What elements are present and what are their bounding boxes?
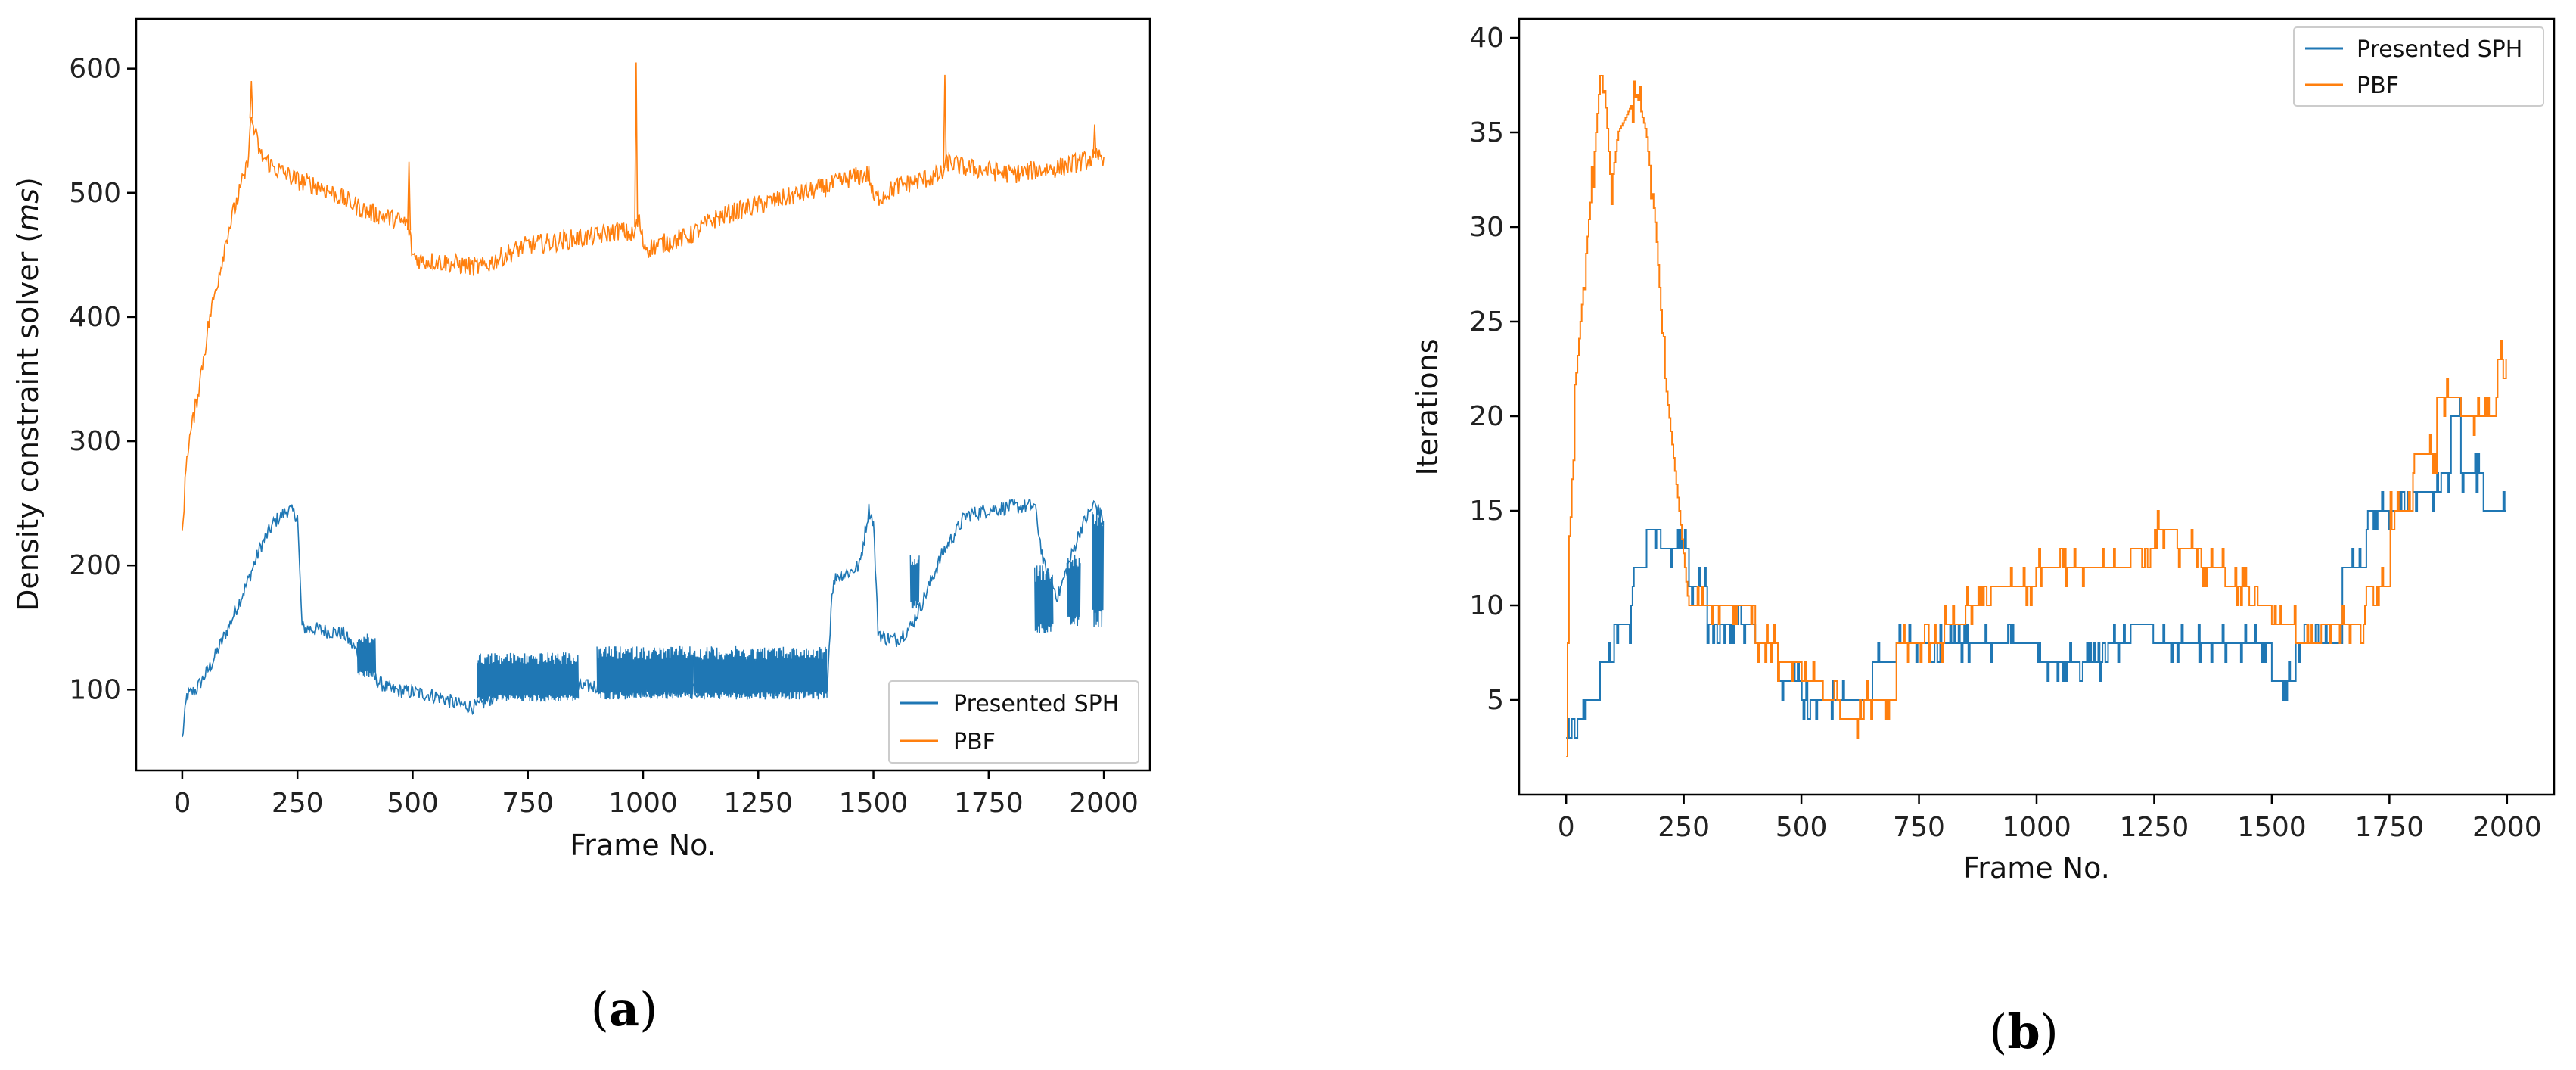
chart-panel-a: 0 250 500 750 1000 1250 1500 1750 2000 100 200 300… [11,17,1151,1037]
chart-a-ytick-label: 100 [69,674,121,705]
chart-a-spike-pbf [634,62,639,227]
chart-a-spike-pbf [406,161,412,231]
chart-a-legend-box [888,680,1139,764]
chart-a-ytick-label: 400 [69,302,121,333]
chart-b-xtick-label: 1000 [2002,812,2071,843]
chart-b-plot-frame [1518,17,2556,796]
chart-b-legend-label-pbf: PBF [2357,73,2399,99]
chart-a-ytick-label: 500 [69,178,121,209]
chart-a-band-sph [1066,555,1081,627]
chart-a-xtick-label: 0 [173,788,191,819]
chart-a-caption: (a) [591,981,658,1037]
chart-a-band-sph [477,652,580,702]
chart-b-line-sph [1566,397,2506,739]
chart-a-ylabel: Density constraint solver (ms) [11,177,45,611]
chart-a-band-sph [693,645,828,700]
chart-a-xtick-label: 1500 [839,788,909,819]
chart-b-xlabel: Frame No. [1963,851,2110,885]
chart-b-ytick-label: 15 [1469,496,1504,527]
chart-a-spike-pbf [249,81,253,119]
chart-a-xlabel: Frame No. [570,829,716,862]
chart-b-ytick-label: 10 [1469,590,1504,621]
chart-a-xtick-label: 1250 [723,788,793,819]
chart-b-line-pbf [1566,75,2507,757]
chart-b-xtick-label: 250 [1658,812,1710,843]
chart-a-band-sph [1092,506,1105,627]
chart-a-band-sph [356,633,377,677]
chart-a-xtick-label: 1750 [954,788,1024,819]
chart-b-legend: Presented SPH PBF [2293,26,2544,107]
chart-b-ytick-label: 35 [1469,117,1504,148]
chart-panel-b: 0 250 500 750 1000 1250 1500 1750 2000 5 10 15 20 25… [1411,17,2556,1059]
chart-a-xtick-label: 500 [387,788,439,819]
chart-a-xtick-label: 750 [502,788,554,819]
chart-b-xtick-label: 0 [1558,812,1575,843]
chart-b-legend-box [2293,26,2544,107]
chart-a-band-sph [1034,565,1054,634]
chart-b-ytick-label: 20 [1469,401,1504,432]
chart-a-band-sph [909,555,920,609]
chart-a-legend-label-sph: Presented SPH [953,691,1119,717]
chart-a-xtick-label: 2000 [1069,788,1139,819]
chart-a-ytick-label: 600 [69,54,121,85]
chart-a-spike-pbf [943,74,947,168]
chart-b-ytick-label: 5 [1487,685,1504,716]
chart-b-legend-label-sph: Presented SPH [2357,36,2522,63]
chart-a-ytick-label: 200 [69,550,121,581]
chart-b-xtick-label: 1750 [2355,812,2425,843]
chart-a-line-pbf [182,117,1105,531]
chart-b-series-pbf [1566,75,2507,757]
chart-b-ytick-label: 30 [1469,212,1504,243]
chart-a-series-sph [182,498,1105,738]
chart-b-xtick-label: 500 [1776,812,1828,843]
chart-a-xtick-label: 1000 [608,788,678,819]
chart-b-xtick-label: 1250 [2120,812,2189,843]
chart-b-xtick-label: 2000 [2472,812,2542,843]
chart-a-band-sph [596,645,694,700]
chart-a-ytick-label: 300 [69,426,121,457]
chart-b-ytick-label: 40 [1469,23,1504,54]
chart-a-legend-label-pbf: PBF [953,729,996,755]
chart-b-xtick-label: 750 [1893,812,1945,843]
chart-b-xtick-label: 1500 [2237,812,2307,843]
chart-b-caption: (b) [1989,1004,2059,1059]
chart-a-xtick-label: 250 [272,788,324,819]
chart-b-series-sph [1566,397,2506,739]
chart-a-spike-pbf [1092,124,1097,158]
chart-b-ylabel: Iterations [1411,339,1444,476]
chart-a-series-pbf [182,62,1105,531]
chart-b-ytick-label: 25 [1469,306,1504,337]
chart-a-legend: Presented SPH PBF [888,680,1139,764]
